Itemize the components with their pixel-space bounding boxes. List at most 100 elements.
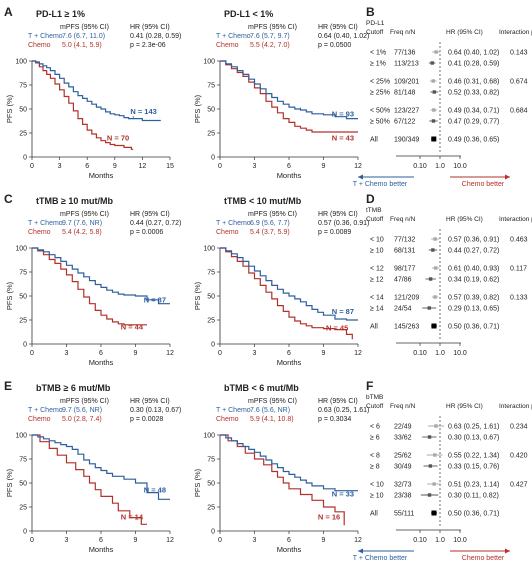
x-tick-label: 9 (322, 350, 326, 357)
y-axis-label: PFS (%) (5, 468, 14, 497)
p-value: p = 0.3034 (318, 416, 351, 423)
km-panel: bTMB < 6 mut/Mb mPFS (95% CI) HR (95% CI) T… (193, 383, 369, 554)
forest-cutoff: < 6 (370, 424, 380, 431)
x-tick-label: 15 (166, 163, 174, 170)
mpfs-header: mPFS (95% CI) (60, 211, 109, 218)
forest-hr-text: 0.29 (0.13, 0.65) (448, 306, 499, 313)
interaction-header: Interaction p (499, 403, 532, 410)
mpfs-t-chemo: 6.9 (5.6, 7.7) (250, 220, 290, 227)
hr-point (434, 50, 438, 54)
panel-letter: B (366, 5, 375, 19)
forest-cutoff: All (370, 137, 378, 144)
x-tick-label: 3 (65, 350, 69, 357)
hr-value: 0.63 (0.25, 1.61) (318, 407, 369, 414)
x-tick-label: 12 (354, 163, 362, 170)
y-tick-label: 25 (19, 505, 27, 512)
hr-ci-header: HR (95% CI) (446, 216, 483, 223)
x-tick-label: 3 (65, 537, 69, 544)
y-tick-label: 100 (203, 433, 215, 440)
forest-hr-text: 0.64 (0.40, 1.02) (448, 50, 499, 57)
x-tick-label: 6 (287, 350, 291, 357)
hr-point (428, 277, 433, 281)
forest-cutoff: < 25% (370, 79, 390, 86)
mpfs-header: mPFS (95% CI) (60, 398, 109, 405)
interaction-p: 0.463 (510, 237, 528, 244)
n-label-t-chemo: N = 48 (144, 486, 166, 495)
forest-hr-text: 0.57 (0.36, 0.91) (448, 237, 499, 244)
hr-point (427, 306, 431, 310)
y-axis-label: PFS (%) (193, 94, 202, 123)
interaction-header: Interaction p (499, 29, 532, 36)
x-tick-label: 0 (218, 537, 222, 544)
n-label-chemo: N = 45 (326, 324, 348, 333)
x-tick-label: 12 (354, 350, 362, 357)
km-curve-chemo (32, 434, 147, 525)
mpfs-chemo: 5.4 (4.2, 5.8) (62, 229, 102, 236)
forest-cutoff: < 10 (370, 482, 384, 489)
forest-freq: 190/349 (394, 137, 419, 144)
forest-panel: BPD-L1 Cutoff Freq n/N HR (95% CI) Interacti… (353, 5, 532, 188)
x-tick-label: 0 (30, 537, 34, 544)
legend-t-chemo: T + Chemo (28, 220, 63, 227)
x-tick-label: 0 (218, 163, 222, 170)
y-tick-label: 25 (19, 318, 27, 325)
x-tick-label: 6 (85, 163, 89, 170)
x-tick-label: 3 (253, 537, 257, 544)
p-value: p = 0.0089 (318, 229, 351, 236)
hr-point (431, 323, 437, 329)
p-value: p = 2.3e-06 (130, 42, 166, 49)
forest-hr-text: 0.47 (0.29, 0.77) (448, 119, 499, 126)
interaction-p: 0.674 (510, 79, 528, 86)
legend-chemo: Chemo (216, 416, 239, 423)
y-tick-label: 75 (207, 457, 215, 464)
forest-tick-label: 10.0 (453, 163, 467, 170)
y-tick-label: 50 (207, 294, 215, 301)
forest-hr-text: 0.33 (0.15, 0.76) (448, 464, 499, 471)
x-tick-label: 0 (218, 350, 222, 357)
y-tick-label: 100 (15, 246, 27, 253)
x-axis-label: Months (277, 358, 302, 367)
forest-hr-text: 0.50 (0.36, 0.71) (448, 324, 499, 331)
forest-hr-text: 0.44 (0.27, 0.72) (448, 248, 499, 255)
label-t-chemo-better: T + Chemo better (353, 181, 408, 188)
forest-hr-text: 0.61 (0.40, 0.93) (448, 266, 499, 273)
n-label-chemo: N = 16 (318, 512, 340, 521)
arrowhead-right (505, 174, 510, 180)
forest-hr-text: 0.50 (0.36, 0.71) (448, 511, 499, 518)
forest-cutoff: ≥ 25% (370, 90, 390, 97)
hr-header: HR (95% CI) (130, 24, 170, 31)
forest-freq: 145/263 (394, 324, 419, 331)
x-tick-label: 6 (287, 163, 291, 170)
km-curve-t-chemo (32, 60, 161, 122)
forest-cutoff: < 14 (370, 295, 384, 302)
y-tick-label: 0 (211, 342, 215, 349)
panel-letter: C (4, 192, 13, 206)
forest-freq: 67/122 (394, 119, 416, 126)
n-label-t-chemo: N = 143 (130, 107, 156, 116)
y-tick-label: 75 (207, 83, 215, 90)
legend-chemo: Chemo (28, 42, 51, 49)
freq-header: Freq n/N (390, 403, 416, 410)
freq-header: Freq n/N (390, 29, 416, 36)
y-axis-label: PFS (%) (193, 468, 202, 497)
interaction-p: 0.143 (510, 50, 528, 57)
forest-freq: 23/38 (394, 493, 412, 500)
forest-hr-text: 0.55 (0.22, 1.34) (448, 453, 499, 460)
km-curve-t-chemo (32, 247, 170, 305)
legend-chemo: Chemo (216, 229, 239, 236)
mpfs-t-chemo: 7.6 (6.7, 11.0) (62, 33, 105, 40)
x-tick-label: 9 (134, 350, 138, 357)
hr-header: HR (95% CI) (130, 398, 170, 405)
km-panel: PD-L1 ≥ 1% mPFS (95% CI) HR (95% CI) T + Ch… (5, 9, 181, 180)
n-label-chemo: N = 14 (121, 512, 144, 521)
y-tick-label: 75 (207, 270, 215, 277)
forest-freq: 77/132 (394, 237, 416, 244)
mpfs-header: mPFS (95% CI) (60, 24, 109, 31)
x-tick-label: 12 (166, 350, 174, 357)
forest-hr-text: 0.51 (0.23, 1.14) (448, 482, 499, 489)
forest-cutoff: ≥ 6 (370, 435, 380, 442)
interaction-p: 0.234 (510, 424, 528, 431)
km-panel: PD-L1 < 1% mPFS (95% CI) HR (95% CI) T + Ch… (193, 9, 369, 180)
km-title: PD-L1 ≥ 1% (36, 9, 85, 19)
